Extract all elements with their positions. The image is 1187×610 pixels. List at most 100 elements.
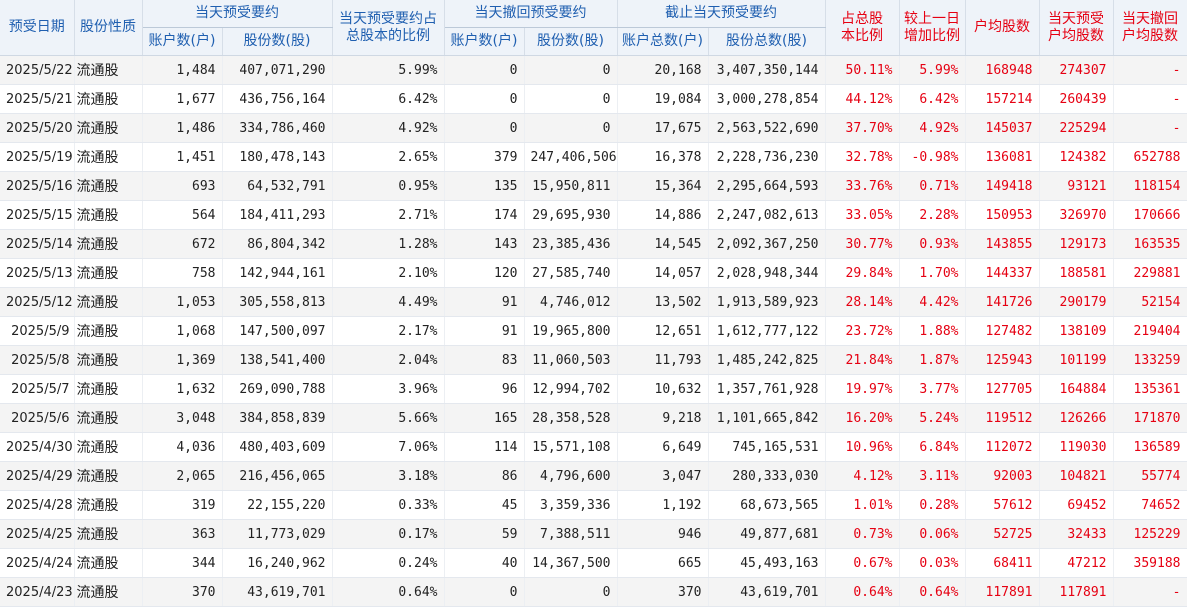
table-row[interactable]: 2025/5/19 流通股 1,451 180,478,143 2.65% 379 247,… [0, 142, 1187, 172]
cell-withdraw-avg: 118154 [1113, 171, 1187, 201]
col-date[interactable]: 预受日期 [0, 0, 75, 56]
table-row[interactable]: 2025/4/24 流通股 344 16,240,962 0.24% 40 14,367,5… [0, 548, 1187, 578]
cell-withdraw-avg: 163535 [1113, 229, 1187, 259]
cell-type: 流通股 [74, 345, 143, 375]
table-row[interactable]: 2025/5/20 流通股 1,486 334,786,460 4.92% 0 0 17,67… [0, 113, 1187, 143]
table-row[interactable]: 2025/5/12 流通股 1,053 305,558,813 4.49% 91 4,746… [0, 287, 1187, 317]
cell-total-accounts: 665 [617, 548, 709, 578]
cell-total-accounts: 6,649 [617, 432, 709, 462]
cell-date: 2025/5/15 [0, 200, 75, 230]
table-row[interactable]: 2025/5/7 流通股 1,632 269,090,788 3.96% 96 12,994… [0, 374, 1187, 404]
cell-total-shares: 2,247,082,613 [708, 200, 826, 230]
col-type[interactable]: 股份性质 [74, 0, 143, 56]
cell-withdraw-shares: 11,060,503 [524, 345, 618, 375]
cell-avg-shares: 144337 [965, 258, 1040, 288]
cell-pct-total: 29.84% [825, 258, 900, 288]
cell-today-avg: 117891 [1039, 577, 1114, 607]
group-today-withdraw: 当天撤回预受要约 [444, 0, 618, 28]
cell-accounts: 672 [142, 229, 223, 259]
cell-pct-total: 0.64% [825, 577, 900, 607]
cell-date: 2025/4/23 [0, 577, 75, 607]
cell-date: 2025/5/12 [0, 287, 75, 317]
col-withdraw-shares[interactable]: 股份数(股) [524, 27, 618, 56]
cell-withdraw-shares: 3,359,336 [524, 490, 618, 520]
cell-accounts: 1,369 [142, 345, 223, 375]
cell-accounts: 1,484 [142, 55, 223, 85]
cell-type: 流通股 [74, 461, 143, 491]
table-row[interactable]: 2025/5/22 流通股 1,484 407,071,290 5.99% 0 0 20,16… [0, 55, 1187, 85]
cell-withdraw-shares: 15,950,811 [524, 171, 618, 201]
cell-shares: 184,411,293 [222, 200, 333, 230]
cell-day-change: 4.92% [899, 113, 966, 143]
cell-accounts: 344 [142, 548, 223, 578]
cell-type: 流通股 [74, 55, 143, 85]
cell-shares: 216,456,065 [222, 461, 333, 491]
cell-shares: 142,944,161 [222, 258, 333, 288]
cell-total-accounts: 17,675 [617, 113, 709, 143]
cell-date: 2025/5/8 [0, 345, 75, 375]
col-shares[interactable]: 股份数(股) [222, 27, 333, 56]
table-row[interactable]: 2025/5/16 流通股 693 64,532,791 0.95% 135 15,950,… [0, 171, 1187, 201]
table-row[interactable]: 2025/5/15 流通股 564 184,411,293 2.71% 174 29,695… [0, 200, 1187, 230]
cell-today-avg: 326970 [1039, 200, 1114, 230]
cell-pct-total: 33.76% [825, 171, 900, 201]
cell-withdraw-avg: 55774 [1113, 461, 1187, 491]
cell-type: 流通股 [74, 577, 143, 607]
table-row[interactable]: 2025/4/29 流通股 2,065 216,456,065 3.18% 86 4,796… [0, 461, 1187, 491]
col-today-avg[interactable]: 当天预受户均股数 [1039, 0, 1114, 56]
cell-today-ratio: 6.42% [332, 84, 445, 114]
table-row[interactable]: 2025/5/6 流通股 3,048 384,858,839 5.66% 165 28,35… [0, 403, 1187, 433]
cell-pct-total: 4.12% [825, 461, 900, 491]
table-row[interactable]: 2025/5/14 流通股 672 86,804,342 1.28% 143 23,385,… [0, 229, 1187, 259]
col-pct-total[interactable]: 占总股本比例 [825, 0, 900, 56]
table-row[interactable]: 2025/4/23 流通股 370 43,619,701 0.64% 0 0 370 43,61… [0, 577, 1187, 607]
cell-accounts: 3,048 [142, 403, 223, 433]
cell-avg-shares: 119512 [965, 403, 1040, 433]
table-row[interactable]: 2025/5/8 流通股 1,369 138,541,400 2.04% 83 11,060… [0, 345, 1187, 375]
cell-day-change: 3.11% [899, 461, 966, 491]
cell-accounts: 693 [142, 171, 223, 201]
cell-total-accounts: 14,886 [617, 200, 709, 230]
cell-withdraw-avg: - [1113, 113, 1187, 143]
cell-date: 2025/4/28 [0, 490, 75, 520]
cell-avg-shares: 168948 [965, 55, 1040, 85]
cell-day-change: 0.64% [899, 577, 966, 607]
cell-today-avg: 69452 [1039, 490, 1114, 520]
table-row[interactable]: 2025/4/30 流通股 4,036 480,403,609 7.06% 114 15,5… [0, 432, 1187, 462]
col-avg-shares[interactable]: 户均股数 [965, 0, 1040, 56]
cell-today-ratio: 0.64% [332, 577, 445, 607]
cell-type: 流通股 [74, 316, 143, 346]
cell-today-avg: 138109 [1039, 316, 1114, 346]
table-row[interactable]: 2025/4/28 流通股 319 22,155,220 0.33% 45 3,359,33… [0, 490, 1187, 520]
cell-avg-shares: 141726 [965, 287, 1040, 317]
cell-shares: 180,478,143 [222, 142, 333, 172]
group-cum-accept: 截止当天预受要约 [617, 0, 826, 28]
cell-shares: 64,532,791 [222, 171, 333, 201]
col-day-change[interactable]: 较上一日增加比例 [899, 0, 966, 56]
cell-total-accounts: 19,084 [617, 84, 709, 114]
cell-total-accounts: 14,057 [617, 258, 709, 288]
cell-day-change: 1.70% [899, 258, 966, 288]
col-total-shares[interactable]: 股份总数(股) [708, 27, 826, 56]
table-row[interactable]: 2025/5/13 流通股 758 142,944,161 2.10% 120 27,585… [0, 258, 1187, 288]
cell-total-shares: 45,493,163 [708, 548, 826, 578]
cell-pct-total: 16.20% [825, 403, 900, 433]
cell-withdraw-avg: 359188 [1113, 548, 1187, 578]
cell-pct-total: 30.77% [825, 229, 900, 259]
cell-withdraw-avg: 74652 [1113, 490, 1187, 520]
cell-pct-total: 32.78% [825, 142, 900, 172]
col-withdraw-avg[interactable]: 当天撤回户均股数 [1113, 0, 1187, 56]
cell-withdraw-accounts: 0 [444, 55, 525, 85]
col-total-accounts[interactable]: 账户总数(户) [617, 27, 709, 56]
col-withdraw-accounts[interactable]: 账户数(户) [444, 27, 525, 56]
col-today-ratio[interactable]: 当天预受要约占总股本的比例 [332, 0, 445, 56]
table-row[interactable]: 2025/4/25 流通股 363 11,773,029 0.17% 59 7,388,51… [0, 519, 1187, 549]
table-row[interactable]: 2025/5/21 流通股 1,677 436,756,164 6.42% 0 0 19,08… [0, 84, 1187, 114]
col-accounts[interactable]: 账户数(户) [142, 27, 223, 56]
cell-total-accounts: 3,047 [617, 461, 709, 491]
cell-today-avg: 260439 [1039, 84, 1114, 114]
table-row[interactable]: 2025/5/9 流通股 1,068 147,500,097 2.17% 91 19,965… [0, 316, 1187, 346]
cell-date: 2025/4/30 [0, 432, 75, 462]
cell-pct-total: 50.11% [825, 55, 900, 85]
cell-withdraw-avg: 125229 [1113, 519, 1187, 549]
